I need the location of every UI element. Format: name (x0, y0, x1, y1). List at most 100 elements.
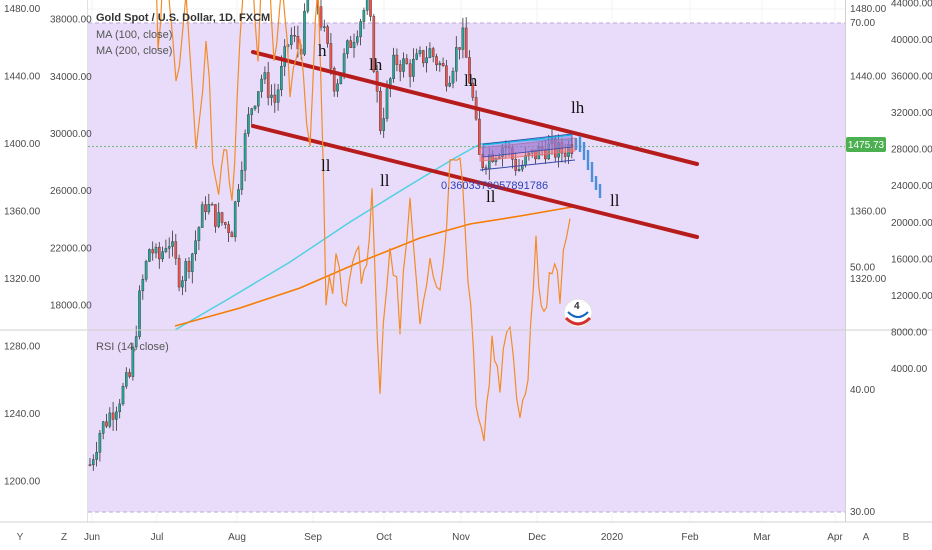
box-base-line (479, 159, 576, 171)
right-secondary-tick-label: 24000.00 (891, 181, 932, 192)
candle-body (408, 63, 412, 77)
rsi-legend[interactable]: RSI (14, close) (96, 341, 169, 353)
projection-bar-0 (574, 138, 578, 150)
toolbar-button-b[interactable]: B (903, 532, 910, 543)
candle-body (257, 91, 260, 107)
candle-body (494, 158, 498, 162)
rsi-tick-label: 70.00 (850, 18, 875, 29)
toolbar-button-z[interactable]: Z (61, 532, 67, 543)
candle-body (154, 246, 158, 254)
rsi-layer (156, 0, 571, 442)
candle-body (326, 26, 329, 44)
candle-body (382, 118, 386, 131)
candle-body (435, 56, 438, 66)
candle-body (108, 412, 112, 427)
price-badge (846, 137, 886, 152)
ma100-legend[interactable]: MA (100, close) (96, 29, 172, 41)
candle-body (174, 241, 178, 259)
candle-body (323, 26, 326, 28)
right-secondary-tick-label: 28000.00 (891, 145, 932, 156)
candle-body (342, 53, 346, 73)
left-outer-tick-label: 1240.00 (4, 409, 41, 420)
candle-body (412, 58, 415, 77)
candle-body (418, 50, 422, 55)
candle-body (200, 204, 204, 228)
right-secondary-tick-label: 16000.00 (891, 254, 932, 265)
candle-body (458, 47, 461, 50)
projection-bar-3 (586, 150, 590, 170)
logo-text: 4 (574, 301, 580, 312)
candle-body (283, 46, 287, 67)
x-tick-label: Nov (452, 532, 470, 543)
toolbar-button-y[interactable]: Y (17, 532, 24, 543)
candle-body (346, 40, 349, 54)
candle-body (290, 35, 293, 45)
candle-body (448, 82, 452, 87)
axis-labels[interactable]: JunJulAugSepOctNovDec2020FebMarApr1560.0… (4, 0, 932, 543)
candle-body (240, 170, 244, 190)
x-tick-label: Feb (681, 532, 699, 543)
right-price-tick-label: 1440.00 (850, 72, 887, 83)
candle-body (220, 212, 224, 223)
candle-body (563, 152, 567, 157)
left-outer-tick-label: 1280.00 (4, 342, 41, 353)
candle-body (204, 204, 207, 213)
candle-body (223, 222, 227, 225)
candle-body (227, 224, 230, 233)
candle-body (349, 40, 353, 48)
toolbar-button-a[interactable]: A (863, 532, 870, 543)
drawing-overlay (88, 50, 845, 239)
right-price-tick-label: 1320.00 (850, 274, 887, 285)
candle-body (88, 464, 92, 466)
candle-body (422, 50, 425, 64)
upper-consolidation-box (482, 133, 573, 158)
candle-body (398, 64, 402, 72)
candle-body (471, 82, 475, 98)
x-tick-label: Jun (84, 532, 100, 543)
left-outer-tick-label: 1360.00 (4, 207, 41, 218)
left-inner-tick-label: 22000.00 (50, 243, 92, 254)
right-secondary-tick-label: 40000.00 (891, 35, 932, 46)
candle-body (171, 241, 174, 247)
x-tick-label: Oct (376, 532, 392, 543)
candle-body (517, 169, 521, 171)
left-inner-tick-label: 38000.00 (50, 15, 92, 26)
ma200-legend[interactable]: MA (200, close) (96, 45, 172, 57)
left-outer-tick-label: 1320.00 (4, 274, 41, 285)
x-tick-label: Dec (528, 532, 546, 543)
candle-body (385, 88, 389, 119)
right-secondary-tick-label: 44000.00 (891, 0, 932, 9)
left-inner-tick-label: 30000.00 (50, 129, 92, 140)
chart-title: Gold Spot / U.S. Dollar, 1D, FXCM (96, 12, 270, 24)
candle-body (233, 201, 237, 238)
annotation-ll-1: ll (321, 156, 331, 175)
annotation-lh-2: lh (464, 71, 478, 90)
rsi-line (156, 0, 571, 442)
candle-body (389, 78, 392, 89)
candle-body (207, 204, 211, 213)
right-secondary-tick-label: 4000.00 (891, 364, 928, 375)
right-secondary-tick-label: 36000.00 (891, 72, 932, 83)
projection-bar-5 (594, 176, 598, 190)
candle-body (134, 336, 138, 348)
annotation-ll-3: ll (486, 187, 496, 206)
candle-body (273, 94, 277, 103)
candle-body (177, 258, 181, 288)
candle-body (111, 412, 115, 420)
candle-body (243, 133, 247, 171)
candle-body (98, 433, 102, 453)
candle-body (379, 91, 382, 131)
left-outer-tick-label: 1440.00 (4, 72, 41, 83)
left-inner-tick-label: 18000.00 (50, 301, 92, 312)
candle-body (293, 35, 296, 37)
left-outer-tick-label: 1400.00 (4, 139, 41, 150)
candle-body (237, 189, 240, 203)
candle-body (164, 248, 168, 252)
brand-logo[interactable]: 4 (563, 298, 593, 328)
right-secondary-tick-label: 20000.00 (891, 218, 932, 229)
candle-body (280, 66, 283, 91)
candle-body (316, 0, 320, 7)
annotation-h: h (318, 41, 327, 60)
candle-body (124, 372, 128, 387)
